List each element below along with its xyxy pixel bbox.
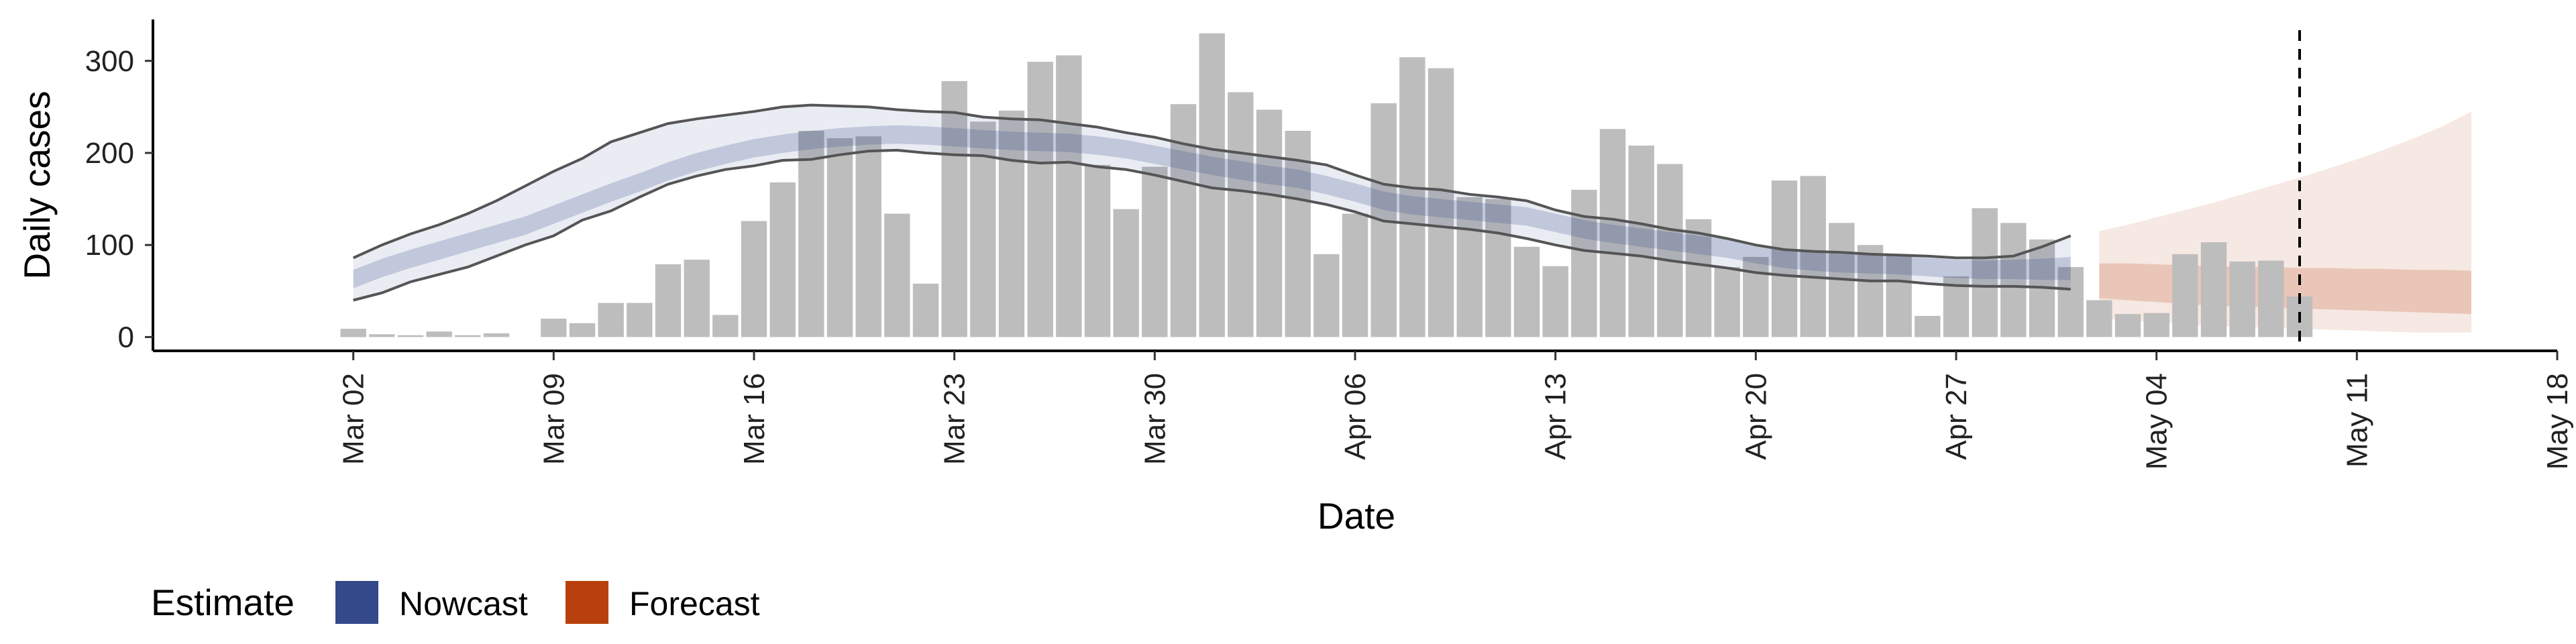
legend-key-forecast xyxy=(566,581,608,624)
case-bar xyxy=(1513,246,1540,337)
case-bar xyxy=(2000,223,2027,337)
case-bar xyxy=(1170,104,1197,337)
case-bar xyxy=(1428,68,1454,337)
case-bar xyxy=(826,138,853,337)
case-bar xyxy=(1599,129,1626,337)
case-bar xyxy=(569,323,596,337)
case-bar xyxy=(483,333,510,337)
case-bar xyxy=(1714,267,1740,337)
case-bar xyxy=(1657,164,1683,337)
case-bar xyxy=(1313,254,1340,337)
x-tick-label: Apr 20 xyxy=(1739,373,1772,460)
case-bar xyxy=(1285,131,1311,337)
case-bar xyxy=(369,334,395,337)
case-bar xyxy=(541,319,567,337)
case-bar xyxy=(1027,62,1053,337)
case-bar xyxy=(627,303,653,337)
case-bar xyxy=(741,221,767,337)
case-bar xyxy=(1142,166,1168,337)
case-bar xyxy=(798,131,824,337)
nowcast-lower-line xyxy=(353,148,2071,302)
nowcast-outer-band xyxy=(353,105,2071,301)
x-tick-label: May 04 xyxy=(2141,373,2174,470)
case-bar xyxy=(684,260,710,337)
x-tick-label: Apr 27 xyxy=(1940,373,1973,460)
case-bar xyxy=(2172,254,2198,337)
case-bar xyxy=(655,264,682,337)
case-bar xyxy=(1342,213,1368,337)
case-bar xyxy=(1886,254,1912,337)
case-bar xyxy=(598,303,624,337)
y-tick-label: 0 xyxy=(118,321,134,354)
case-bar xyxy=(455,335,481,337)
case-bar xyxy=(340,329,366,337)
case-bar xyxy=(2114,314,2141,337)
case-bar xyxy=(2143,313,2169,337)
case-bar xyxy=(884,213,910,337)
y-tick-label: 300 xyxy=(85,45,134,78)
case-bar xyxy=(1857,245,1884,337)
case-bar xyxy=(1800,176,1826,337)
x-tick-label: May 11 xyxy=(2341,373,2373,468)
forecast-bands xyxy=(2099,111,2471,333)
nowcast-bands xyxy=(353,105,2071,301)
y-tick-label: 100 xyxy=(85,229,134,262)
x-tick-label: Mar 02 xyxy=(337,373,370,465)
case-bar xyxy=(426,331,452,337)
case-bar xyxy=(1771,180,1798,337)
legend-key-nowcast xyxy=(335,581,378,624)
nowcast-upper-line xyxy=(352,103,2072,260)
nowcast-bound-lines xyxy=(352,103,2072,302)
case-bar xyxy=(2086,300,2112,337)
case-bar xyxy=(2200,242,2227,337)
case-bar xyxy=(1056,55,1082,337)
case-bar xyxy=(1456,197,1483,337)
case-bar xyxy=(912,283,939,337)
case-bar xyxy=(1485,199,1511,337)
case-bar xyxy=(855,136,881,337)
y-tick-label: 200 xyxy=(85,137,134,170)
case-bar xyxy=(1685,219,1712,337)
case-bar xyxy=(1972,208,1998,337)
case-bar xyxy=(1628,146,1654,337)
case-bar xyxy=(1399,57,1426,337)
x-tick-label: Mar 16 xyxy=(738,373,771,465)
y-axis-title: Daily cases xyxy=(16,91,58,279)
case-bar xyxy=(2057,267,2084,337)
case-bar xyxy=(1228,92,1254,337)
x-tick-label: Mar 23 xyxy=(938,373,971,465)
case-bar xyxy=(712,315,739,337)
case-bar xyxy=(1256,109,1283,337)
case-bar xyxy=(941,80,967,337)
legend: Estimate Nowcast Forecast xyxy=(151,581,760,624)
x-tick-label: Apr 13 xyxy=(1540,373,1572,460)
case-bar xyxy=(998,110,1025,337)
case-bar xyxy=(2229,261,2255,337)
case-bar xyxy=(1542,266,1568,337)
legend-label-nowcast: Nowcast xyxy=(399,585,528,623)
legend-label-forecast: Forecast xyxy=(629,585,760,623)
x-tick-label: Apr 06 xyxy=(1339,373,1372,460)
axes: 0 100 200 300 Mar 02 Mar 09 Mar 16 Mar 23 Mar 30… xyxy=(16,19,2574,537)
case-bar xyxy=(397,335,424,337)
case-bar xyxy=(1915,315,1941,337)
x-tick-label: Mar 09 xyxy=(537,373,570,465)
case-bar xyxy=(2258,260,2284,337)
x-axis-title: Date xyxy=(1318,495,1395,537)
x-tick-label: May 18 xyxy=(2541,373,2574,470)
case-bar xyxy=(1113,209,1139,337)
nowcast-inner-band xyxy=(353,125,2071,288)
case-bar xyxy=(1084,164,1111,337)
x-tick-label: Mar 30 xyxy=(1138,373,1171,465)
case-bar xyxy=(1571,189,1597,337)
case-bar xyxy=(769,182,796,337)
legend-title: Estimate xyxy=(151,582,294,623)
